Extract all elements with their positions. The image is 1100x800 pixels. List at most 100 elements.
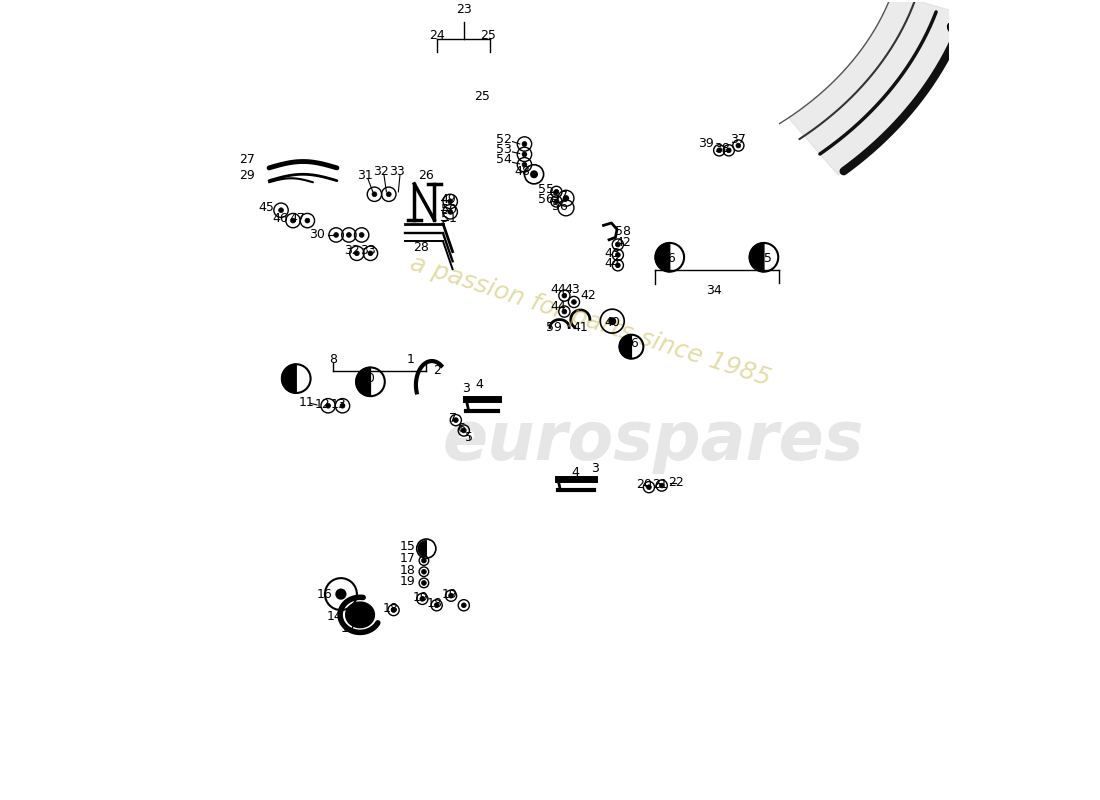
Polygon shape [789, 0, 965, 175]
Text: 32: 32 [344, 245, 360, 258]
Text: 47: 47 [289, 213, 305, 226]
Circle shape [421, 570, 427, 574]
Text: 49: 49 [441, 194, 456, 206]
Text: 22: 22 [668, 476, 684, 489]
Circle shape [615, 253, 620, 258]
Ellipse shape [947, 22, 966, 37]
Text: 18: 18 [400, 564, 416, 577]
Circle shape [420, 597, 425, 602]
Circle shape [386, 192, 392, 197]
Circle shape [360, 233, 364, 238]
Circle shape [340, 403, 345, 408]
Text: 15: 15 [400, 540, 416, 553]
Text: 33: 33 [389, 166, 405, 178]
Text: 18: 18 [383, 602, 398, 615]
Text: a passion for parts since 1985: a passion for parts since 1985 [407, 251, 773, 391]
Circle shape [290, 218, 296, 223]
Text: 33: 33 [360, 245, 376, 258]
Circle shape [368, 251, 373, 256]
Text: 55: 55 [538, 183, 554, 196]
Text: 42: 42 [581, 289, 596, 302]
Text: 19: 19 [441, 587, 458, 601]
Text: 19: 19 [412, 590, 429, 604]
Text: 10: 10 [360, 372, 376, 385]
Circle shape [449, 594, 453, 598]
Text: 45: 45 [258, 202, 275, 214]
Text: 52: 52 [496, 133, 512, 146]
Text: 44: 44 [604, 257, 620, 270]
Circle shape [563, 195, 569, 202]
Circle shape [726, 148, 732, 153]
Text: 36: 36 [660, 252, 676, 266]
Text: 48: 48 [514, 165, 530, 178]
Text: 35: 35 [756, 252, 772, 266]
Text: 30: 30 [309, 229, 324, 242]
Text: 37: 37 [729, 133, 746, 146]
Text: 16: 16 [624, 337, 639, 350]
Text: 59: 59 [546, 321, 562, 334]
Circle shape [572, 299, 576, 304]
Text: 13: 13 [331, 398, 346, 410]
Circle shape [554, 199, 559, 204]
Circle shape [392, 608, 396, 613]
Polygon shape [656, 243, 670, 272]
Circle shape [354, 251, 360, 256]
Circle shape [453, 418, 459, 422]
Text: 20: 20 [636, 478, 652, 491]
Text: 29: 29 [239, 170, 255, 182]
Text: 44: 44 [550, 300, 565, 314]
Circle shape [333, 233, 339, 238]
Circle shape [522, 162, 527, 167]
Text: 31: 31 [358, 170, 373, 182]
Polygon shape [345, 602, 374, 628]
Text: 51: 51 [441, 213, 456, 226]
Text: 53: 53 [496, 143, 512, 156]
Text: 21: 21 [652, 478, 668, 491]
Circle shape [434, 603, 439, 608]
Polygon shape [356, 367, 371, 396]
Text: 1: 1 [406, 353, 415, 366]
Circle shape [717, 148, 722, 153]
Text: 5: 5 [464, 431, 473, 444]
Text: 56: 56 [552, 200, 568, 213]
Text: 3: 3 [591, 462, 598, 475]
Text: 56: 56 [538, 194, 554, 206]
Text: 19: 19 [400, 575, 416, 588]
Circle shape [554, 190, 559, 194]
Circle shape [448, 199, 452, 204]
Text: 28: 28 [412, 242, 429, 254]
Text: 2: 2 [432, 364, 441, 377]
Circle shape [461, 603, 466, 608]
Text: 58: 58 [615, 226, 631, 238]
Text: eurospares: eurospares [443, 408, 865, 474]
Circle shape [615, 263, 620, 268]
Text: 27: 27 [239, 154, 255, 166]
Circle shape [522, 142, 527, 146]
Circle shape [448, 210, 452, 214]
Circle shape [647, 485, 651, 490]
Text: 4: 4 [476, 378, 484, 390]
Text: 24: 24 [429, 29, 444, 42]
Text: 4: 4 [572, 466, 580, 479]
Text: 11: 11 [299, 396, 315, 409]
Polygon shape [418, 541, 427, 557]
Circle shape [421, 581, 427, 586]
Polygon shape [619, 334, 631, 358]
Text: 34: 34 [706, 284, 722, 298]
Text: 42: 42 [615, 237, 631, 250]
Circle shape [372, 192, 377, 197]
Circle shape [530, 170, 538, 178]
Text: 44: 44 [550, 282, 565, 296]
Circle shape [659, 483, 664, 488]
Text: 14: 14 [327, 610, 342, 623]
Circle shape [736, 143, 740, 148]
Circle shape [615, 242, 620, 247]
Text: 54: 54 [496, 154, 512, 166]
Text: 18: 18 [427, 597, 443, 610]
Text: 43: 43 [604, 247, 620, 260]
Text: 25: 25 [474, 90, 491, 102]
Circle shape [562, 309, 566, 314]
Circle shape [562, 294, 566, 298]
Text: 7: 7 [449, 412, 456, 425]
Text: 25: 25 [480, 29, 496, 42]
